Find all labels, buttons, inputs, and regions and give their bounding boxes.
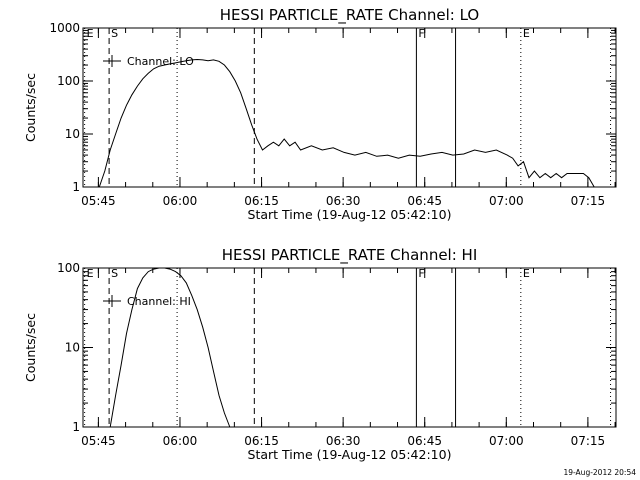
x-tick-label: 06:00 — [163, 434, 198, 448]
event-marker-label: F — [418, 267, 424, 280]
plot-hi-channel: HESSI PARTICLE_RATE Channel: HI 1 10 100 05:… — [23, 246, 617, 462]
legend-label: Channel: HI — [127, 295, 191, 308]
event-marker-label: S — [111, 267, 118, 280]
x-tick-label: 06:45 — [407, 194, 442, 208]
y-axis-label: Counts/sec — [23, 313, 38, 382]
x-tick-label: 05:45 — [81, 434, 116, 448]
y-tick-label: 100 — [57, 261, 80, 275]
event-marker-label: E — [87, 27, 94, 40]
chart-title: HESSI PARTICLE_RATE Channel: HI — [222, 246, 478, 265]
plot-frame — [82, 267, 617, 428]
x-tick-label: 06:00 — [163, 194, 198, 208]
x-tick-label: 05:45 — [81, 194, 116, 208]
y-tick-label: 100 — [57, 74, 80, 88]
y-tick-label: 10 — [65, 127, 80, 141]
x-tick-label: 07:15 — [571, 434, 606, 448]
y-tick-label: 10 — [65, 341, 80, 355]
plot-frame — [82, 27, 617, 188]
x-tick-label: 06:30 — [326, 194, 361, 208]
event-marker-label: F — [418, 27, 424, 40]
x-axis-label: Start Time (19-Aug-12 05:42:10) — [248, 207, 452, 222]
event-marker-label: E — [87, 267, 94, 280]
timestamp: 19-Aug-2012 20:54 — [563, 468, 636, 477]
event-marker-label: E — [523, 27, 530, 40]
x-tick-label: 07:15 — [571, 194, 606, 208]
x-tick-label: 06:45 — [407, 434, 442, 448]
x-tick-label: 06:15 — [244, 434, 279, 448]
plot-lo-channel: HESSI PARTICLE_RATE Channel: LO 1 10 100 100… — [23, 6, 617, 222]
event-marker-label: E — [523, 267, 530, 280]
event-marker-label: S — [111, 27, 118, 40]
chart-title: HESSI PARTICLE_RATE Channel: LO — [220, 6, 479, 25]
series-line — [98, 58, 595, 188]
series-line — [109, 267, 231, 428]
y-axis-label: Counts/sec — [23, 73, 38, 142]
y-tick-label: 1 — [72, 420, 80, 434]
x-tick-label: 06:15 — [244, 194, 279, 208]
x-tick-label: 07:00 — [489, 194, 524, 208]
x-axis-label: Start Time (19-Aug-12 05:42:10) — [248, 447, 452, 462]
legend-label: Channel: LO — [127, 55, 194, 68]
x-tick-label: 07:00 — [489, 434, 524, 448]
x-tick-label: 06:30 — [326, 434, 361, 448]
y-tick-label: 1000 — [49, 21, 80, 35]
y-tick-label: 1 — [72, 180, 80, 194]
